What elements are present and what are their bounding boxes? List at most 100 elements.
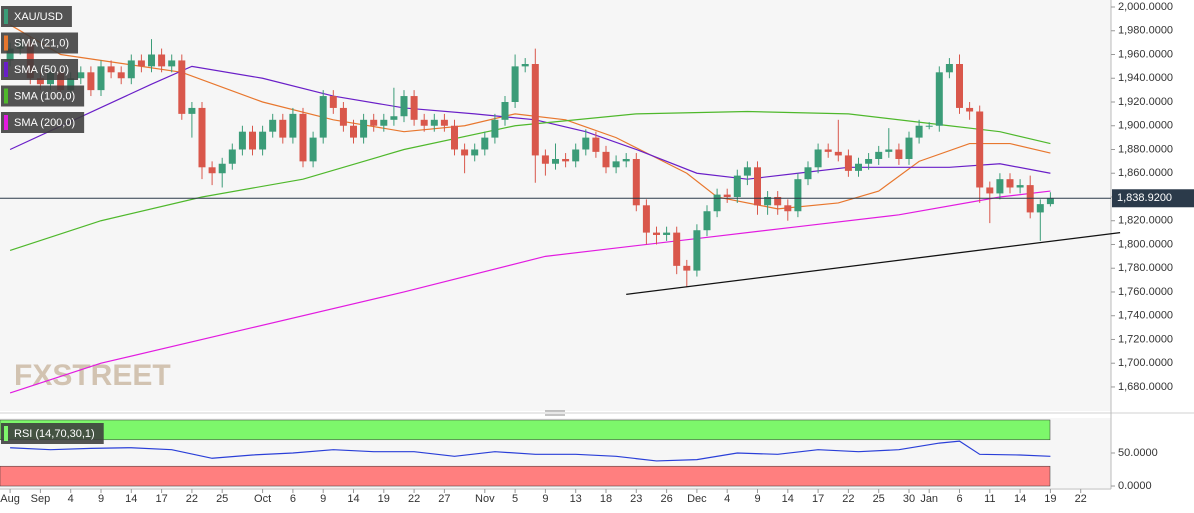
legend-label: SMA (200,0) [14,117,75,129]
x-tick-label: 6 [290,493,296,505]
y-tick-label: 1,880.0000 [1118,143,1173,155]
candle-body [451,125,458,150]
y-tick-label: 1,980.0000 [1118,25,1173,37]
candle-body [814,149,822,168]
candle-body [1016,185,1024,188]
y-tick-label: 1,760.0000 [1118,286,1173,298]
x-tick-label: 4 [724,493,730,505]
candle-body [703,211,711,231]
candle-body [1006,179,1014,188]
y-tick-label: 1,720.0000 [1118,333,1173,345]
candle-body [6,48,14,61]
candle-body [552,158,559,164]
x-tick-label: Nov [475,493,495,505]
candle-body [683,265,691,271]
candle-body [966,107,974,112]
candle-body [875,151,883,159]
candle-body [956,63,963,108]
legend-box [1,85,85,107]
y-tick-label: 1,800.0000 [1118,238,1173,250]
candle-body [673,232,681,266]
candle-body [117,72,125,79]
x-tick-label: 9 [754,493,760,505]
candle-body [107,66,115,73]
candle-body [77,72,85,79]
candle-body [370,119,378,126]
candle-body [754,167,761,206]
x-tick-label: 9 [320,493,326,505]
candle-body [87,72,95,91]
series-line [9,24,1051,210]
candle-body [57,72,65,91]
x-tick-label: 19 [378,493,390,505]
candle-body [339,107,347,126]
candle-body [905,137,913,159]
x-tick-label: Sep [31,493,51,505]
y-tick-label: 1,920.0000 [1118,96,1173,108]
candle-body [208,167,216,174]
series-line [9,110,1051,251]
x-tick-label: 25 [873,493,885,505]
candle-body [855,163,862,171]
x-tick-label: 11 [984,493,995,505]
candle-body [632,158,640,206]
legend-label: XAU/USD [14,11,63,23]
candle-body [279,119,287,138]
candle-body [784,205,792,212]
candle-body [188,107,196,114]
last-price-label: 1,838.9200 [1117,192,1172,204]
candle-body [380,119,388,126]
candle-body [915,125,923,138]
x-tick-label: Dec [687,493,707,505]
x-tick-label: 30 [903,493,915,505]
legend-swatch [4,88,8,104]
x-tick-label: 14 [125,493,137,505]
x-tick-label: 26 [660,493,672,505]
candle-body [461,149,469,156]
candle-body [723,194,731,197]
candle-body [885,149,893,152]
candle-body [481,137,489,150]
x-tick-label: 9 [542,493,548,505]
x-tick-label: 14 [782,493,794,505]
candle-body [976,111,984,188]
candle-body [541,155,549,164]
legend-label: RSI (14,70,30,1) [14,428,95,440]
candle-body [471,149,479,156]
candle-body [925,125,933,127]
candle-body [198,107,206,168]
rsi-band [0,465,1051,487]
x-tick-label: 22 [186,493,198,505]
candle-body [430,119,438,126]
candle-body [249,131,256,150]
legend-box [1,6,72,27]
y-tick-label: 1,820.0000 [1118,215,1173,227]
candle-body [743,167,751,176]
candle-body [945,63,953,73]
x-tick-label: 13 [570,493,582,505]
candle-body [299,113,307,162]
candle-body [319,96,327,138]
x-tick-label: 19 [1044,493,1056,505]
x-tick-label: 17 [155,493,167,505]
candle-body [289,113,297,138]
candle-body [713,194,721,212]
x-tick-label: 25 [216,493,228,505]
x-tick-label: 27 [438,493,450,505]
candle-body [360,119,368,138]
x-tick-label: 14 [1014,493,1026,505]
y-tick-label: 1,780.0000 [1118,262,1173,274]
candle-body [67,78,75,91]
candle-body [572,149,580,162]
candle-body [178,60,186,114]
legend-swatch [4,35,8,51]
candle-body [1046,198,1054,205]
candle-body [895,149,903,159]
candle-body [612,161,620,168]
y-tick-label: 1,940.0000 [1118,72,1173,84]
rsi-band [0,419,1051,441]
candle-body [400,96,408,117]
candle-body [774,196,782,206]
candle-body [420,119,428,126]
